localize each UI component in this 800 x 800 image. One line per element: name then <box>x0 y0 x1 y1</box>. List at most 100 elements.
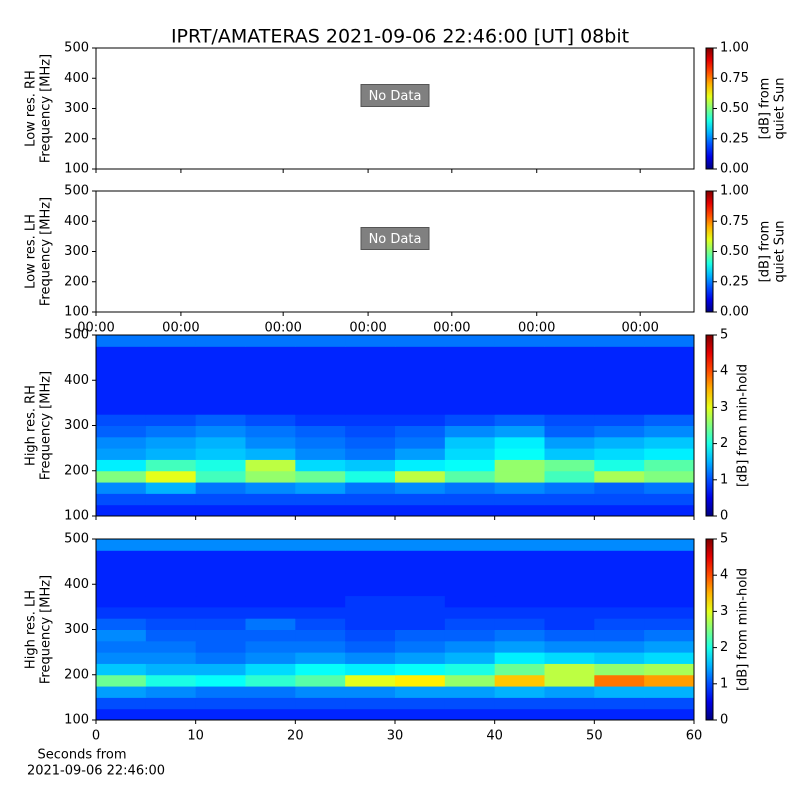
heatmap-cell <box>145 448 197 460</box>
heatmap-cell <box>494 561 545 574</box>
y-axis-label: Frequency [MHz] <box>39 371 54 480</box>
heatmap-cell <box>594 368 645 381</box>
heatmap-cell <box>345 572 396 585</box>
heatmap-cell <box>96 708 147 721</box>
heatmap-cell <box>96 402 147 415</box>
heatmap-cell <box>395 640 446 653</box>
heatmap-cell <box>494 640 545 653</box>
heatmap-cell <box>96 618 147 630</box>
heatmap-cell <box>594 470 645 483</box>
y-tick-label: 300 <box>64 101 89 116</box>
heatmap-cell <box>195 572 246 585</box>
colorbar-tick-label: 1.00 <box>720 184 749 199</box>
heatmap-cell <box>245 357 296 370</box>
heatmap-cell <box>544 482 595 494</box>
heatmap-cell <box>644 436 695 449</box>
heatmap-cell <box>594 380 645 393</box>
x-tick-label: 10 <box>187 729 204 744</box>
heatmap-cell <box>145 436 197 449</box>
heatmap-cell <box>295 697 346 710</box>
heatmap-cell <box>145 539 197 551</box>
heatmap-cell <box>245 640 296 653</box>
heatmap-cell <box>644 595 695 608</box>
heatmap-cell <box>395 380 446 393</box>
heatmap-cell <box>395 346 446 359</box>
heatmap-cell <box>295 629 346 642</box>
heatmap-cell <box>96 448 147 460</box>
heatmap-cell <box>345 482 396 494</box>
heatmap-cell <box>644 346 695 359</box>
heatmap-cell <box>345 629 396 642</box>
heatmap-cell <box>96 539 147 551</box>
heatmap-cell <box>444 686 496 698</box>
heatmap-cell <box>644 584 695 597</box>
heatmap-cell <box>145 572 197 585</box>
heatmap-cell <box>594 482 645 494</box>
heatmap-cell <box>195 697 246 710</box>
heatmap-cell <box>245 368 296 381</box>
heatmap-cell <box>345 550 396 563</box>
heatmap-cell <box>245 606 296 619</box>
colorbar-tick-label: 0.25 <box>720 274 749 289</box>
heatmap-cell <box>494 697 545 710</box>
heatmap-cell <box>195 618 246 630</box>
heatmap-cell <box>494 584 545 597</box>
heatmap-cell <box>594 425 645 438</box>
heatmap-cell <box>295 493 346 506</box>
heatmap-cell <box>444 674 496 687</box>
heatmap-cell <box>395 584 446 597</box>
heatmap-cell <box>295 391 346 404</box>
heatmap-cell <box>644 470 695 483</box>
heatmap-cell <box>245 436 296 449</box>
heatmap-cell <box>145 470 197 483</box>
colorbar-label: quiet Sun <box>773 77 788 139</box>
colorbar <box>705 190 714 313</box>
heatmap-cell <box>644 629 695 642</box>
x-axis-label: 2021-09-06 22:46:00 <box>27 764 165 779</box>
heatmap-cell <box>345 663 396 676</box>
heatmap-cell <box>245 414 296 426</box>
heatmap-cell <box>245 686 296 698</box>
y-tick-label: 100 <box>64 305 89 320</box>
heatmap-cell <box>345 674 396 687</box>
heatmap-cell <box>195 335 246 347</box>
heatmap-cell <box>594 629 645 642</box>
heatmap-cell <box>544 470 595 483</box>
heatmap-cell <box>145 618 197 630</box>
heatmap-cell <box>96 572 147 585</box>
colorbar-label: [dB] from <box>758 78 773 140</box>
heatmap-cell <box>544 674 595 687</box>
heatmap-cell <box>195 493 246 506</box>
heatmap-cell <box>145 504 197 517</box>
heatmap-cell <box>644 618 695 630</box>
heatmap-cell <box>544 640 595 653</box>
heatmap-cell <box>96 368 147 381</box>
heatmap-cell <box>444 470 496 483</box>
heatmap-cell <box>195 414 246 426</box>
heatmap-cell <box>245 402 296 415</box>
heatmap-cell <box>544 391 595 404</box>
heatmap-cell <box>345 459 396 472</box>
colorbar <box>705 334 714 517</box>
colorbar-tick-label: 0.25 <box>720 131 749 146</box>
heatmap-cell <box>245 674 296 687</box>
heatmap-cell <box>96 561 147 574</box>
heatmap-cell <box>345 414 396 426</box>
heatmap-cell <box>195 640 246 653</box>
heatmap-cell <box>245 584 296 597</box>
heatmap-cell <box>444 504 496 517</box>
heatmap-cell <box>145 663 197 676</box>
heatmap-cell <box>195 606 246 619</box>
heatmap-cell <box>494 459 545 472</box>
heatmap-cell <box>644 391 695 404</box>
heatmap-cell <box>644 380 695 393</box>
heatmap-cell <box>345 357 396 370</box>
heatmap-cell <box>295 380 346 393</box>
heatmap-cell <box>345 425 396 438</box>
x-tick-label: 00:00 <box>264 321 301 336</box>
heatmap-cell <box>444 402 496 415</box>
x-tick-label: 00:00 <box>518 321 555 336</box>
heatmap-cell <box>395 629 446 642</box>
heatmap-cell <box>544 357 595 370</box>
